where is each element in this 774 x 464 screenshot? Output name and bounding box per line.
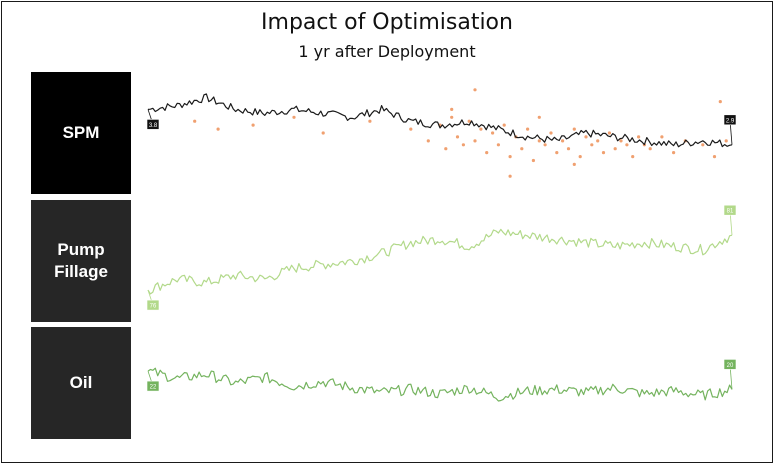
value-tag-start <box>146 119 160 130</box>
spm-scatter-point <box>660 135 664 139</box>
spm-scatter-point <box>450 107 454 111</box>
spm-scatter-point <box>537 115 541 119</box>
spm-scatter-point <box>561 139 565 143</box>
value-tag-end <box>723 204 737 216</box>
value-tag-start-label: 22 <box>150 385 157 391</box>
spm-scatter-point <box>508 174 512 178</box>
value-tag-end-label: 81 <box>727 209 734 215</box>
value-tag-end-label: 20 <box>727 363 734 369</box>
spm-scatter-point <box>496 143 500 147</box>
spm-scatter-point <box>193 119 197 123</box>
spm-scatter-point <box>613 147 617 151</box>
series-line-fillage <box>147 228 733 295</box>
series-line-spm <box>147 93 733 148</box>
spm-scatter-point <box>485 151 489 155</box>
spm-scatter-point <box>531 158 536 163</box>
spm-scatter-point <box>292 115 296 119</box>
spm-scatter-point <box>555 151 559 155</box>
value-tag-start-label: 3.8 <box>149 123 158 129</box>
value-tag-start <box>146 299 160 311</box>
spm-scatter-point <box>502 123 506 127</box>
spm-scatter-point <box>607 131 612 135</box>
spm-scatter-point <box>566 147 571 151</box>
spm-scatter-point <box>450 115 454 119</box>
value-tag-end-label: 2.9 <box>726 118 735 124</box>
spm-scatter-point <box>508 155 512 159</box>
spm-scatter-point <box>712 155 717 159</box>
spm-scatter-point <box>718 100 722 104</box>
series-line-oil <box>147 367 733 402</box>
spm-scatter-point <box>631 155 635 159</box>
spm-scatter-point <box>578 155 582 159</box>
spm-scatter-point <box>467 119 471 123</box>
value-tag-start-label: 76 <box>150 304 157 310</box>
spm-scatter-point <box>409 127 413 131</box>
spm-scatter-point <box>368 119 372 123</box>
chart-subtitle: 1 yr after Deployment <box>298 42 476 61</box>
spm-scatter-point <box>520 147 524 151</box>
spm-scatter-point <box>724 139 728 143</box>
spm-scatter-point <box>648 147 652 151</box>
spm-scatter-point <box>584 135 588 139</box>
row-label-oil-text: Oil <box>69 373 93 392</box>
row-label-pump-fillage: Pump Fillage <box>31 200 131 322</box>
spm-scatter-point <box>701 143 705 147</box>
chart-title: Impact of Optimisation <box>261 10 513 35</box>
row-label-oil: Oil <box>31 327 131 439</box>
spm-scatter-point <box>251 123 255 127</box>
spm-scatter-point <box>572 162 576 166</box>
value-tag-end <box>723 359 737 370</box>
row-label-pump-fillage-text: Pump Fillage <box>54 240 108 281</box>
spm-scatter-point <box>590 143 594 147</box>
spm-scatter-point <box>216 127 220 131</box>
spm-scatter-point <box>473 139 477 143</box>
spm-scatter-point <box>572 127 576 131</box>
spm-scatter-point <box>672 151 676 155</box>
spm-scatter-point <box>426 139 430 143</box>
spm-scatter-point <box>601 151 606 155</box>
spm-scatter-point <box>625 143 629 147</box>
spm-scatter-point <box>455 135 460 139</box>
value-tag-start <box>146 380 160 392</box>
value-tag-end <box>723 114 737 126</box>
row-label-spm: SPM <box>31 72 131 194</box>
spm-scatter-point <box>479 127 483 131</box>
spm-scatter-point <box>444 147 448 151</box>
spm-scatter-point <box>619 139 623 143</box>
spm-scatter-point <box>321 131 325 135</box>
spm-scatter-point <box>491 131 495 135</box>
spm-scatter-point <box>526 127 530 131</box>
spm-scatter-point <box>537 139 541 143</box>
spm-scatter-point <box>637 135 641 139</box>
row-label-spm-text: SPM <box>62 123 100 142</box>
spm-scatter-point <box>549 131 553 135</box>
spm-scatter-point <box>596 139 600 143</box>
spm-scatter-point <box>461 143 465 147</box>
spm-scatter-point <box>543 143 547 147</box>
spm-scatter-point <box>473 88 477 92</box>
